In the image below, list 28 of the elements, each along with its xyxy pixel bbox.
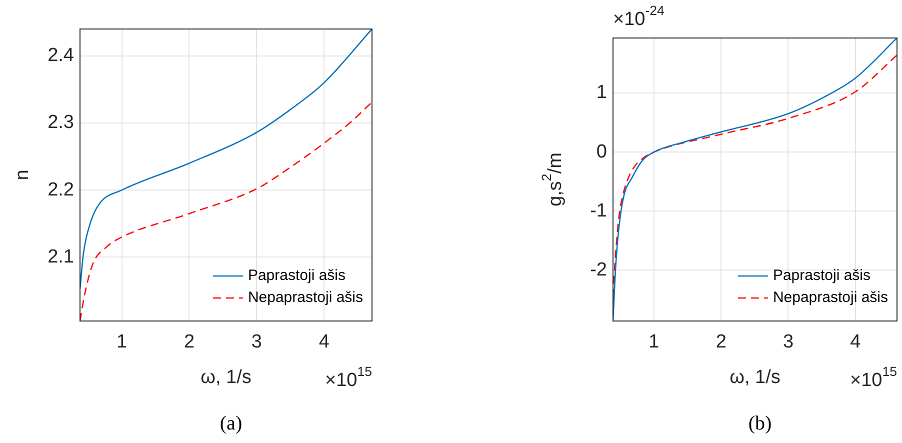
legend-label: Paprastoji ašis [248, 267, 346, 284]
x-axis-title: ω, 1/s [200, 367, 252, 388]
legend-label: Nepaprastoji ašis [248, 289, 364, 306]
x-axis-title: ω, 1/s [730, 367, 780, 388]
x-tick-label: 1 [648, 332, 660, 353]
x-tick-label: 2 [716, 332, 726, 353]
y-tick-label: 1 [596, 82, 607, 104]
y-tick-label: 0 [596, 141, 607, 162]
x-tick-label: 1 [116, 332, 128, 353]
x-tick-label: 2 [184, 332, 195, 353]
x-tick-label: 3 [782, 332, 794, 353]
y-tick-label: -1 [590, 200, 607, 222]
x-tick-label: 4 [318, 332, 330, 353]
x-tick-label: 3 [251, 332, 262, 353]
line-series [80, 29, 372, 290]
text: (a) [220, 412, 242, 434]
y-tick-label: -2 [590, 259, 607, 280]
legend-label: Paprastoji ašis [772, 267, 870, 284]
y-tick-label: 2.1 [48, 246, 74, 268]
legend-label: Nepaprastoji ašis [772, 289, 888, 306]
y-tick-label: 2.3 [48, 112, 74, 134]
x-tick-label: 4 [850, 332, 862, 353]
y-tick-label: 2.4 [48, 45, 74, 66]
y-axis-title: g,s2/m [539, 152, 566, 206]
line-series [80, 102, 372, 321]
y-tick-label: 2.2 [48, 179, 74, 200]
y-axis-title: n [12, 170, 34, 180]
text: (b) [748, 412, 772, 434]
